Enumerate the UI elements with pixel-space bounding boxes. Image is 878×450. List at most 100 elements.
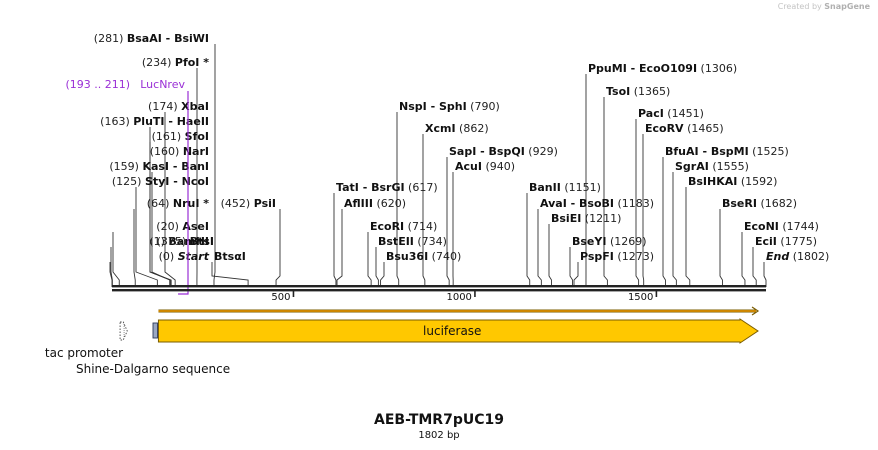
site-position: (281) bbox=[94, 32, 127, 45]
site-position: (375) bbox=[157, 235, 190, 248]
site-label-tati: TatI - BsrGI (617) bbox=[336, 181, 438, 194]
site-name: KasI bbox=[142, 160, 169, 173]
site-line-xbai bbox=[164, 112, 176, 287]
site-name: PluTI bbox=[133, 115, 164, 128]
site-position: (790) bbox=[467, 100, 500, 113]
backbone-bottom-strand bbox=[112, 289, 766, 292]
site-name: EcoNI bbox=[744, 220, 779, 233]
site-position: (163) bbox=[100, 115, 133, 128]
site-line-bfuai bbox=[662, 157, 666, 287]
site-line-xcmi bbox=[422, 134, 426, 287]
site-name: SgrAI bbox=[675, 160, 709, 173]
site-position: (234) bbox=[142, 56, 175, 69]
site-label-sfoi: (161) SfoI bbox=[152, 130, 209, 143]
site-label-xbai: (174) XbaI bbox=[148, 100, 209, 113]
site-label-asei: (20) AseI bbox=[156, 220, 209, 233]
site-name: NruI * bbox=[173, 197, 209, 210]
site-name: BsiEI bbox=[551, 212, 581, 225]
site-line-bsiei bbox=[548, 224, 552, 287]
site-name: SapI bbox=[449, 145, 476, 158]
site-position: (1744) bbox=[779, 220, 819, 233]
site-line-sgrai bbox=[672, 172, 677, 287]
luciferase-orientation-arrowhead bbox=[751, 306, 760, 316]
site-label-bsteii: BstEII (734) bbox=[378, 235, 447, 248]
site-label-psii: (452) PsiI bbox=[221, 197, 276, 210]
site-position: (740) bbox=[428, 250, 461, 263]
site-line-bsu36i bbox=[380, 262, 385, 287]
site-name: BstEII bbox=[378, 235, 414, 248]
site-position: (1451) bbox=[664, 107, 704, 120]
site-name: StyI bbox=[145, 175, 169, 188]
site-position: (452) bbox=[221, 197, 254, 210]
site-line-tati bbox=[333, 193, 337, 287]
site-label-pspfi: PspFI (1273) bbox=[580, 250, 654, 263]
tac-promoter-label: tac promoter bbox=[45, 346, 123, 360]
primer-arrow-lucnrev bbox=[178, 91, 189, 295]
site-name: - HaeII bbox=[165, 115, 210, 128]
site-name: - BspQI bbox=[476, 145, 524, 158]
site-line-ecori bbox=[367, 232, 372, 287]
plasmid-title: AEB-TMR7pUC19 bbox=[374, 412, 504, 428]
site-position: (620) bbox=[373, 197, 406, 210]
site-position: (1555) bbox=[709, 160, 749, 173]
site-line-afliii bbox=[336, 209, 343, 287]
site-label-ecori: EcoRI (714) bbox=[370, 220, 437, 233]
shine-dalgarno-feature bbox=[152, 322, 158, 339]
site-name: - NcoI bbox=[169, 175, 209, 188]
site-label-pfoi: (234) PfoI * bbox=[142, 56, 209, 69]
site-position: (1151) bbox=[561, 181, 601, 194]
site-name: - EcoO109I bbox=[627, 62, 697, 75]
site-label-ecorv: EcoRV (1465) bbox=[645, 122, 724, 135]
tac-promoter-feature bbox=[119, 321, 128, 341]
site-line-pspfi bbox=[573, 262, 579, 287]
site-label-bsaai: (281) BsaAI - BsiWI bbox=[94, 32, 209, 45]
site-name: Bsu36I bbox=[386, 250, 428, 263]
site-line-bseri bbox=[719, 209, 723, 287]
site-label-ppumi: PpuMI - EcoO109I (1306) bbox=[588, 62, 737, 75]
site-name: EciI bbox=[755, 235, 777, 248]
site-name: AflIII bbox=[344, 197, 373, 210]
luciferase-feature-label: luciferase bbox=[423, 324, 481, 338]
site-position: (714) bbox=[404, 220, 437, 233]
site-line-start bbox=[109, 262, 113, 287]
site-name: PfoI * bbox=[175, 56, 209, 69]
site-name: BtsαI bbox=[214, 250, 246, 263]
site-name: XcmI bbox=[425, 122, 456, 135]
site-position: (929) bbox=[525, 145, 558, 158]
site-label-paci: PacI (1451) bbox=[638, 107, 704, 120]
site-label-bseyi: BseYI (1269) bbox=[572, 235, 647, 248]
site-label-nari: (160) NarI bbox=[150, 145, 209, 158]
site-name: - SphI bbox=[427, 100, 467, 113]
site-position: (1306) bbox=[697, 62, 737, 75]
site-name: - BspMI bbox=[699, 145, 749, 158]
site-position: (1802) bbox=[789, 250, 829, 263]
site-label-econi: EcoNI (1744) bbox=[744, 220, 819, 233]
site-line-paci bbox=[635, 119, 640, 287]
site-label-bsiei: BsiEI (1211) bbox=[551, 212, 621, 225]
site-position: (64) bbox=[147, 197, 173, 210]
site-position: (161) bbox=[152, 130, 185, 143]
site-line-psii bbox=[275, 209, 281, 287]
site-line-ecii bbox=[752, 247, 757, 287]
site-position: (1465) bbox=[684, 122, 724, 135]
site-position: (160) bbox=[150, 145, 183, 158]
site-position: (174) bbox=[148, 100, 181, 113]
site-name: PpuMI bbox=[588, 62, 627, 75]
site-label-ecii: EciI (1775) bbox=[755, 235, 817, 248]
site-label-kasi: (159) KasI - BanI bbox=[109, 160, 209, 173]
site-label-bseri: BseRI (1682) bbox=[722, 197, 797, 210]
site-line-sapi bbox=[446, 157, 450, 287]
site-position: (940) bbox=[482, 160, 515, 173]
site-line-tsoi bbox=[603, 97, 608, 287]
site-name: TatI bbox=[336, 181, 359, 194]
snapgene-credit: Created by SnapGene bbox=[778, 2, 870, 11]
site-position: (1) bbox=[149, 235, 168, 248]
site-name: EcoRI bbox=[370, 220, 404, 233]
site-line-avai bbox=[537, 209, 542, 287]
site-position: (1273) bbox=[614, 250, 654, 263]
site-label-bsihkai: BsIHKAI (1592) bbox=[688, 175, 777, 188]
site-name: BanII bbox=[529, 181, 561, 194]
site-label-pluti: (163) PluTI - HaeII bbox=[100, 115, 209, 128]
